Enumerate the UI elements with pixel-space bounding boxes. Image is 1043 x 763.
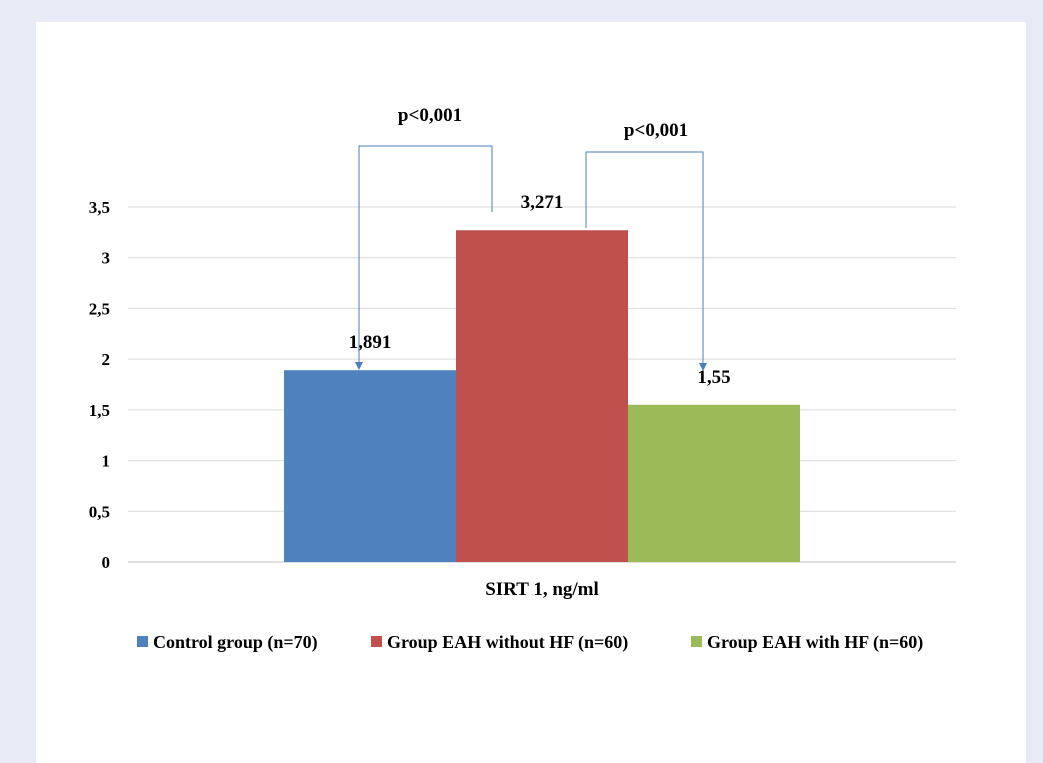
bar: [628, 404, 800, 562]
data-label: 1,55: [697, 367, 730, 388]
significance-connector: [355, 145, 493, 370]
legend-label: Group EAH without HF (n=60): [387, 632, 628, 653]
significance-connector: [585, 151, 707, 371]
y-tick-label: 1,5: [89, 401, 110, 420]
data-label: 1,891: [349, 332, 392, 353]
y-tick-label: 3: [102, 249, 111, 268]
legend-label: Control group (n=70): [153, 632, 318, 653]
bar: [284, 370, 456, 562]
data-label: 3,271: [521, 192, 564, 213]
legend-swatch: [137, 636, 148, 647]
legend-swatch: [691, 636, 702, 647]
bar: [456, 230, 628, 562]
legend-label: Group EAH with HF (n=60): [707, 632, 923, 653]
y-tick-label: 2: [102, 350, 111, 369]
x-axis-label: SIRT 1, ng/ml: [485, 579, 599, 600]
p-value-label: p<0,001: [624, 120, 688, 141]
y-tick-label: 3,5: [89, 198, 110, 217]
p-value-label: p<0,001: [398, 105, 462, 126]
y-tick-label: 2,5: [89, 299, 110, 318]
legend-swatch: [371, 636, 382, 647]
y-tick-label: 0,5: [89, 502, 110, 521]
y-tick-label: 0: [102, 553, 111, 572]
y-tick-label: 1: [102, 452, 111, 471]
